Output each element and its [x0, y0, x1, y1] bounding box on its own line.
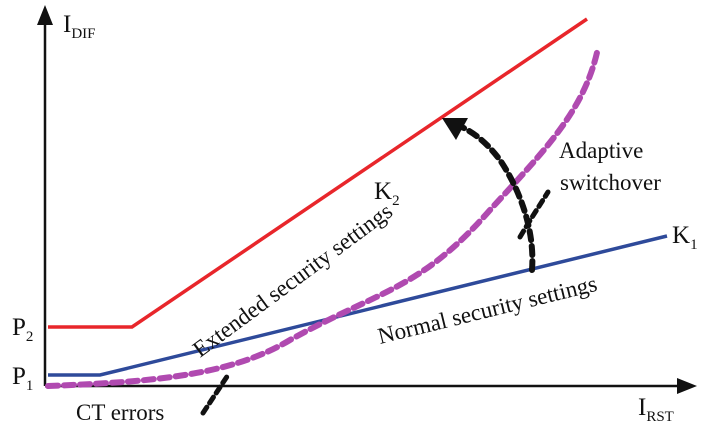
- p2-label: P2: [12, 314, 33, 345]
- ct-errors-label: CT errors: [76, 400, 164, 425]
- adaptive-arrow-head-icon: [442, 118, 468, 140]
- adaptive-switchover-arrow: [454, 122, 536, 273]
- k2-label: K2: [374, 178, 400, 209]
- x-axis-arrow-icon: [677, 378, 697, 394]
- y-axis-label: IDIF: [63, 11, 96, 42]
- normal-security-label: Normal security settings: [375, 271, 599, 349]
- ct-errors-leader: [200, 372, 231, 416]
- y-axis-arrow-icon: [37, 5, 53, 25]
- extended-security-line: [48, 17, 588, 329]
- k1-label: K1: [672, 222, 698, 253]
- ct-error-curve: [45, 45, 601, 389]
- p1-label: P1: [12, 363, 33, 394]
- normal-security-line: [48, 234, 668, 377]
- adaptive-label-line1: Adaptive: [559, 138, 643, 163]
- adaptive-leader-line: [517, 189, 551, 240]
- adaptive-label-line2: switchover: [560, 170, 661, 195]
- x-axis-label: IRST: [638, 394, 674, 425]
